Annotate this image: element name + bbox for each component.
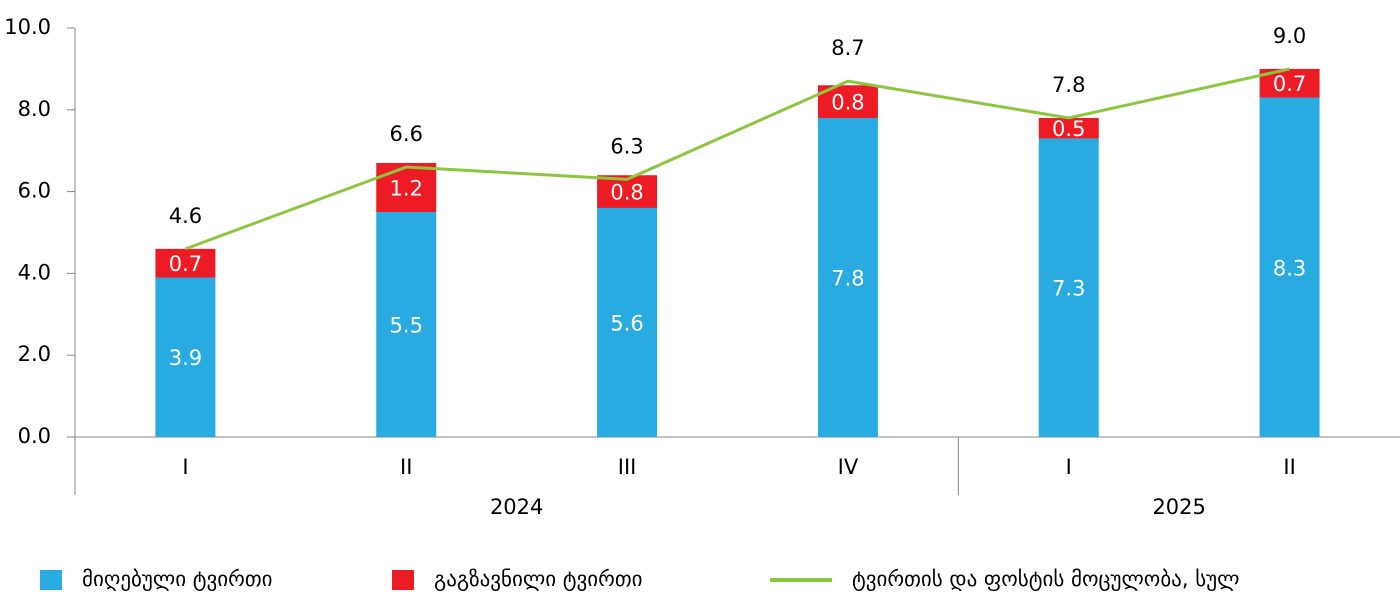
- y-tick-label: 6.0: [18, 179, 51, 203]
- bar-segment: [376, 212, 437, 437]
- data-label: 5.5: [390, 314, 423, 338]
- data-label: 3.9: [169, 346, 202, 370]
- group-label: 2024: [490, 495, 543, 519]
- total-label: 9.0: [1273, 24, 1306, 48]
- legend-label: გაგზავნილი ტვირთი: [434, 567, 643, 591]
- y-tick-label: 10.0: [4, 15, 51, 39]
- total-line: [184, 67, 1290, 251]
- bar-segment: [1259, 97, 1320, 437]
- total-label: 4.6: [169, 204, 202, 228]
- data-label: 8.3: [1273, 256, 1306, 280]
- y-tick-label: 4.0: [18, 260, 51, 284]
- x-tick-label: II: [1283, 455, 1295, 479]
- x-tick-label: II: [400, 455, 412, 479]
- total-label: 6.6: [390, 122, 423, 146]
- y-tick-label: 2.0: [18, 342, 51, 366]
- total-label: 8.7: [831, 36, 864, 60]
- data-label: 0.8: [610, 181, 643, 205]
- bar-segment: [376, 162, 437, 213]
- x-tick-label: I: [182, 455, 188, 479]
- data-label: 0.7: [1273, 72, 1306, 96]
- legend-swatch: [40, 570, 62, 590]
- x-tick-label: III: [618, 455, 637, 479]
- bar-segment: [1038, 117, 1099, 139]
- y-tick-label: 0.0: [18, 424, 51, 448]
- x-tick-label: I: [1066, 455, 1072, 479]
- data-label: 5.6: [610, 311, 643, 335]
- bar-segment: [1038, 138, 1099, 437]
- data-label: 0.7: [169, 252, 202, 276]
- legend-label: მიღებული ტვირთი: [82, 567, 273, 591]
- bar-segment: [817, 117, 878, 437]
- data-label: 1.2: [390, 177, 423, 201]
- group-label: 2025: [1152, 495, 1205, 519]
- bar-segment: [597, 207, 658, 437]
- data-label: 0.5: [1052, 117, 1085, 141]
- legend-swatch: [392, 570, 414, 590]
- total-label: 6.3: [610, 134, 643, 158]
- bar-segment: [155, 248, 216, 278]
- data-label: 7.3: [1052, 277, 1085, 301]
- data-label: 0.8: [831, 91, 864, 115]
- total-label: 7.8: [1052, 73, 1085, 97]
- bar-segment: [155, 277, 216, 437]
- x-tick-label: IV: [838, 455, 859, 479]
- legend-label: ტვირთის და ფოსტის მოცულობა, სულ: [852, 567, 1240, 591]
- y-tick-label: 8.0: [18, 97, 51, 121]
- data-label: 7.8: [831, 266, 864, 290]
